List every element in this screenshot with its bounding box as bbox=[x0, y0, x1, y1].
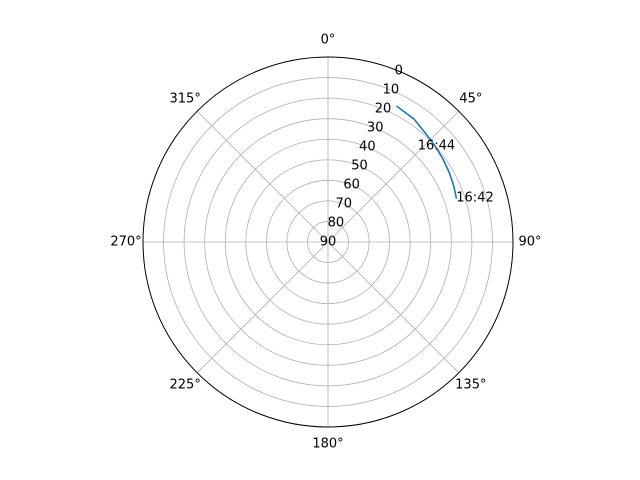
grid-layer bbox=[142, 56, 514, 428]
angular-gridline bbox=[327, 110, 460, 243]
radial-tick-label: 60 bbox=[343, 178, 360, 193]
theta-tick-label: 135° bbox=[455, 377, 486, 392]
series-line bbox=[395, 105, 458, 199]
theta-tick-label: 45° bbox=[459, 92, 482, 107]
theta-tick-label: 315° bbox=[170, 92, 201, 107]
angular-gridline bbox=[327, 241, 460, 374]
radial-tick-label: 10 bbox=[383, 83, 400, 98]
angular-gridline bbox=[196, 110, 329, 243]
theta-tick-label: 180° bbox=[312, 437, 343, 452]
radial-tick-label: 90 bbox=[320, 235, 337, 250]
radial-tick-label: 50 bbox=[351, 159, 368, 174]
theta-tick-label: 0° bbox=[321, 33, 336, 48]
annotation-label: 16:42 bbox=[456, 190, 493, 205]
annotation-label: 16:44 bbox=[418, 138, 455, 153]
series-layer bbox=[395, 105, 458, 199]
theta-tick-label: 225° bbox=[170, 377, 201, 392]
radial-tick-label: 30 bbox=[367, 121, 384, 136]
radial-tick-label: 40 bbox=[359, 140, 376, 155]
radial-tick-label: 80 bbox=[328, 216, 345, 231]
polar-frame bbox=[142, 56, 514, 428]
radial-tick-label: 20 bbox=[375, 102, 392, 117]
angular-gridline bbox=[196, 241, 329, 374]
radial-tick-label: 0 bbox=[395, 64, 403, 79]
label-layer: 0° 45° 90° 135° 180° 225° 270° 315° 0 10 20 30 40 50 6… bbox=[110, 33, 541, 452]
radial-tick-label: 70 bbox=[335, 197, 352, 212]
theta-tick-label: 90° bbox=[518, 235, 541, 250]
theta-tick-label: 270° bbox=[110, 235, 141, 250]
